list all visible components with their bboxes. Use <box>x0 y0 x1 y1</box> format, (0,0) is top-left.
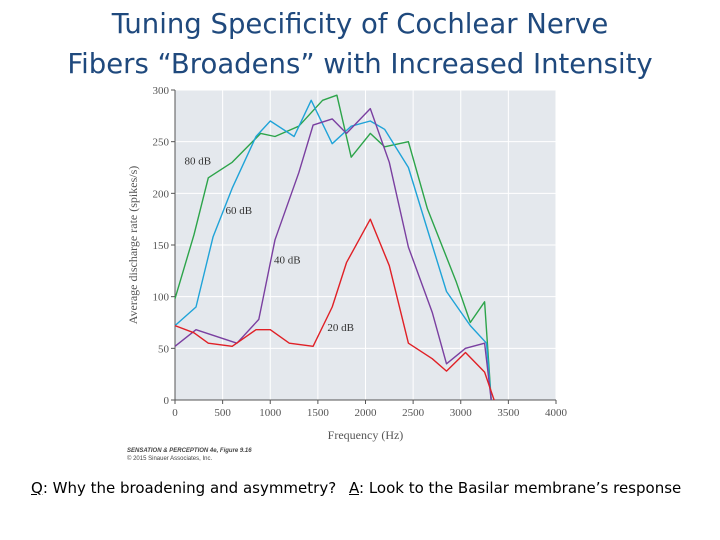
x-tick-label: 0 <box>172 407 178 419</box>
figure-caption-copyright: © 2015 Sinauer Associates, Inc. <box>127 456 213 462</box>
figure-caption: SENSATION & PERCEPTION 4e, Figure 9.16 ©… <box>127 447 252 463</box>
answer-text: A: Look to the Basilar membrane’s respon… <box>349 479 681 497</box>
y-tick-label: 250 <box>153 137 170 149</box>
series-label-80db: 80 dB <box>185 155 212 167</box>
question-text: Q: Why the broadening and asymmetry? <box>31 479 336 497</box>
question-prefix: Q <box>31 479 43 497</box>
x-tick-label: 1500 <box>307 407 330 419</box>
question-body: : Why the broadening and asymmetry? <box>42 479 337 497</box>
y-tick-label: 200 <box>153 188 170 200</box>
answer-body: : Look to the Basilar membrane’s respons… <box>359 479 682 497</box>
series-label-60db: 60 dB <box>225 205 252 217</box>
tuning-curve-chart: 0 500 1000 1500 2000 2500 3000 3500 4000 0 50 100 15… <box>126 85 568 442</box>
series-line-40db <box>174 107 492 401</box>
x-tick-label: 2000 <box>355 407 378 419</box>
series-label-20db: 20 dB <box>327 322 354 334</box>
answer-prefix: A <box>349 479 359 497</box>
series-label-40db: 40 dB <box>274 255 301 267</box>
x-tick-label: 500 <box>214 407 231 419</box>
figure-caption-title: SENSATION & PERCEPTION 4e, Figure 9.16 <box>127 448 252 454</box>
y-tick-label: 100 <box>153 292 170 304</box>
slide-title-line-2: Fibers “Broadens” with Increased Intensi… <box>67 48 653 80</box>
slide-title: Tuning Specificity of Cochlear Nerve Fib… <box>0 4 720 84</box>
y-axis-label: Average discharge rate (spikes/s) <box>126 166 140 325</box>
series-line-60db <box>174 99 492 401</box>
series-line-20db <box>174 218 495 401</box>
y-tick-label: 300 <box>153 85 170 97</box>
y-tick-label: 50 <box>158 343 170 355</box>
x-tick-label: 1000 <box>259 407 282 419</box>
x-tick-label: 3500 <box>497 407 520 419</box>
x-tick-label: 3000 <box>450 407 473 419</box>
x-tick-label: 4000 <box>545 407 568 419</box>
x-tick-label: 2500 <box>402 407 425 419</box>
slide-title-line-1: Tuning Specificity of Cochlear Nerve <box>111 8 609 40</box>
y-tick-label: 0 <box>164 395 170 407</box>
x-axis-label: Frequency (Hz) <box>328 428 404 442</box>
series-line-80db <box>174 94 492 401</box>
y-tick-label: 150 <box>153 240 170 252</box>
